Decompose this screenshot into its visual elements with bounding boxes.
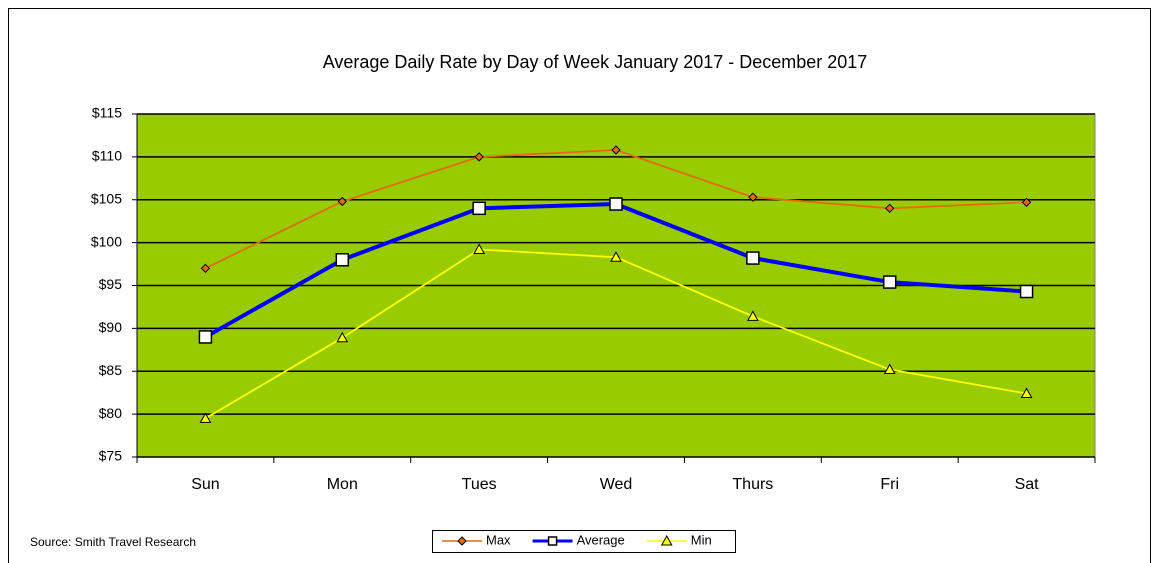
legend-label: Max [486,532,511,547]
x-tick-label: Thurs [732,476,773,493]
data-point [1021,197,1032,208]
y-tick-label: $75 [99,448,123,464]
data-point [883,363,896,375]
y-tick-label: $115 [92,105,122,121]
source-note: Source: Smith Travel Research [30,535,196,549]
legend-label: Average [577,532,625,547]
y-tick-label: $90 [99,319,123,335]
x-tick-label: Mon [327,476,358,493]
data-point [198,330,213,344]
data-point [199,412,212,423]
data-point [335,253,350,267]
data-point [472,201,486,216]
data-point [882,275,897,289]
x-tick-label: Sun [191,476,219,493]
data-point [885,203,895,214]
data-point [473,243,485,254]
x-tick-label: Sat [1015,476,1040,493]
chart-title: Average Daily Rate by Day of Week Januar… [323,52,868,72]
data-point [336,331,349,343]
data-point [748,192,758,202]
legend-marker [660,534,673,546]
legend-box [432,530,736,553]
data-point [746,251,760,265]
data-point [1019,284,1034,299]
legend-marker [547,536,558,546]
legend-label: Min [691,532,712,547]
data-point [611,145,621,155]
legend-marker [457,536,467,546]
data-point [1020,387,1033,399]
x-tick-label: Wed [600,476,633,493]
y-tick-label: $100 [91,233,122,249]
data-point [337,196,347,207]
data-point [747,310,759,321]
data-point [474,152,484,162]
x-tick-label: Tues [462,476,497,493]
y-tick-label: $80 [99,405,123,421]
y-tick-label: $105 [91,190,122,206]
data-point [200,263,211,274]
x-tick-label: Fri [880,476,899,493]
data-point [610,251,622,262]
y-tick-label: $85 [99,362,123,378]
y-tick-label: $95 [99,276,123,292]
data-point [609,197,623,211]
y-tick-label: $110 [92,148,122,164]
